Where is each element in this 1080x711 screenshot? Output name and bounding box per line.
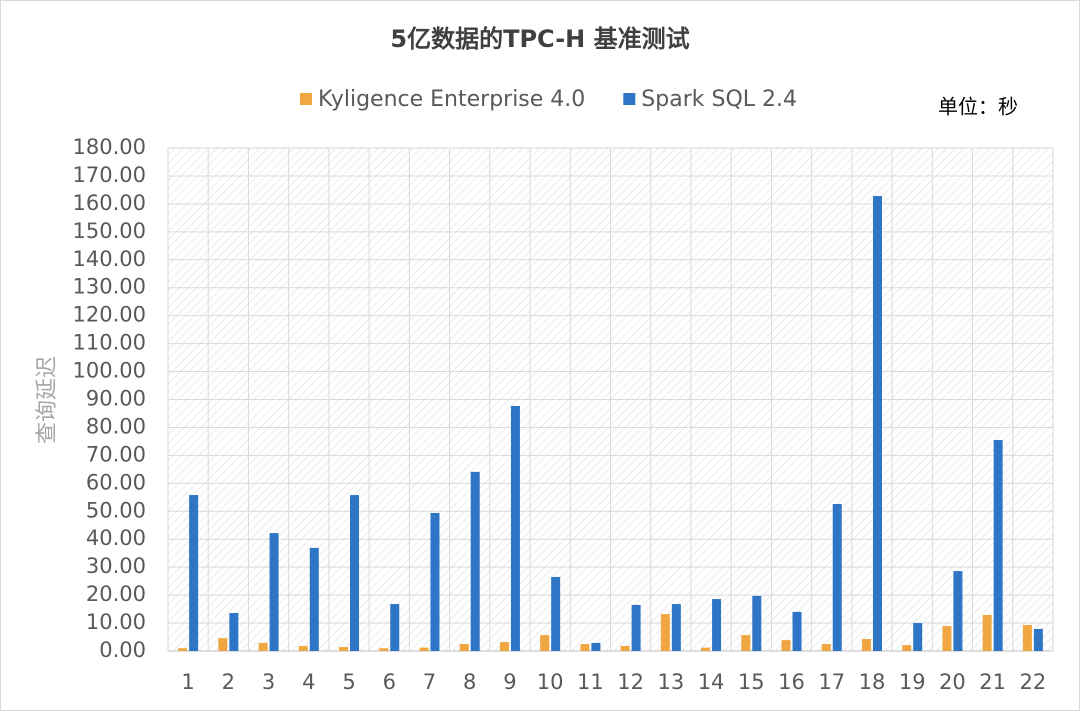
bar bbox=[953, 571, 963, 651]
bar bbox=[1022, 625, 1032, 651]
bar bbox=[419, 647, 429, 651]
legend-label: Spark SQL 2.4 bbox=[641, 87, 797, 112]
bar bbox=[671, 604, 681, 651]
x-tick-label: 5 bbox=[342, 670, 355, 694]
unit-annotation: 单位：秒 bbox=[938, 95, 1018, 119]
bar bbox=[350, 495, 360, 651]
bar bbox=[229, 612, 239, 651]
bar bbox=[832, 504, 842, 651]
bar bbox=[298, 645, 308, 651]
bar bbox=[591, 642, 601, 651]
chart-title: 5亿数据的TPC-H 基准测试 bbox=[390, 25, 689, 53]
bar bbox=[620, 645, 630, 651]
bar bbox=[631, 604, 641, 651]
y-tick-label: 110.00 bbox=[73, 331, 146, 355]
x-tick-label: 7 bbox=[423, 670, 436, 694]
bar bbox=[712, 599, 722, 651]
legend-swatch bbox=[623, 93, 636, 105]
y-tick-label: 120.00 bbox=[73, 303, 146, 327]
x-tick-label: 1 bbox=[181, 670, 194, 694]
x-tick-label: 14 bbox=[698, 670, 725, 694]
bar bbox=[872, 196, 882, 651]
bar bbox=[309, 547, 319, 651]
x-tick-label: 20 bbox=[939, 670, 966, 694]
x-tick-label: 9 bbox=[503, 670, 516, 694]
legend-swatch bbox=[300, 93, 312, 105]
y-tick-label: 30.00 bbox=[86, 554, 146, 578]
x-tick-label: 6 bbox=[383, 670, 396, 694]
bar bbox=[821, 644, 831, 651]
legend-label: Kyligence Enterprise 4.0 bbox=[318, 87, 585, 112]
x-tick-label: 22 bbox=[1020, 670, 1047, 694]
bar bbox=[701, 647, 711, 651]
bar bbox=[218, 638, 228, 651]
bar bbox=[339, 647, 349, 651]
bar bbox=[993, 440, 1003, 651]
y-tick-label: 60.00 bbox=[86, 470, 146, 494]
x-tick-label: 16 bbox=[778, 670, 805, 694]
bar bbox=[459, 644, 469, 651]
x-tick-label: 2 bbox=[222, 670, 235, 694]
x-tick-label: 4 bbox=[302, 670, 315, 694]
bar bbox=[660, 614, 670, 651]
y-tick-label: 150.00 bbox=[73, 219, 146, 243]
bar bbox=[269, 533, 279, 651]
y-tick-label: 180.00 bbox=[73, 135, 146, 159]
bar bbox=[741, 635, 751, 651]
y-tick-label: 160.00 bbox=[73, 191, 146, 215]
bar bbox=[902, 645, 912, 651]
x-tick-label: 17 bbox=[818, 670, 845, 694]
bar bbox=[178, 648, 188, 651]
bar bbox=[1033, 628, 1043, 651]
y-tick-label: 70.00 bbox=[86, 442, 146, 466]
y-tick-label: 0.00 bbox=[99, 638, 146, 662]
x-tick-label: 3 bbox=[262, 670, 275, 694]
y-tick-label: 50.00 bbox=[86, 498, 146, 522]
x-tick-label: 13 bbox=[657, 670, 684, 694]
x-tick-label: 11 bbox=[577, 670, 604, 694]
bar bbox=[781, 640, 791, 651]
x-tick-label: 15 bbox=[738, 670, 765, 694]
x-tick-label: 18 bbox=[859, 670, 886, 694]
bar bbox=[390, 604, 400, 651]
bar bbox=[792, 611, 802, 651]
y-tick-label: 100.00 bbox=[73, 359, 146, 383]
x-tick-label: 8 bbox=[463, 670, 476, 694]
x-tick-label: 12 bbox=[617, 670, 644, 694]
bar bbox=[580, 644, 590, 651]
x-tick-label: 21 bbox=[979, 670, 1006, 694]
y-tick-label: 130.00 bbox=[73, 275, 146, 299]
bar bbox=[189, 495, 199, 651]
bar bbox=[551, 576, 561, 651]
bar bbox=[430, 512, 440, 651]
bar bbox=[913, 623, 923, 651]
x-tick-label: 10 bbox=[537, 670, 564, 694]
bar bbox=[942, 626, 952, 651]
bar bbox=[510, 405, 520, 651]
y-tick-label: 10.00 bbox=[86, 610, 146, 634]
bar bbox=[258, 642, 268, 651]
bar bbox=[470, 471, 480, 651]
bar bbox=[540, 635, 550, 651]
y-tick-label: 90.00 bbox=[86, 387, 146, 411]
y-axis-label: 查询延迟 bbox=[35, 356, 60, 444]
y-tick-label: 20.00 bbox=[86, 582, 146, 606]
bar bbox=[499, 642, 509, 651]
legend: Kyligence Enterprise 4.0 Spark SQL 2.4 bbox=[300, 87, 797, 112]
bar bbox=[379, 648, 389, 651]
y-tick-label: 80.00 bbox=[86, 414, 146, 438]
x-tick-label: 19 bbox=[899, 670, 926, 694]
y-tick-label: 170.00 bbox=[73, 163, 146, 187]
y-tick-label: 40.00 bbox=[86, 526, 146, 550]
bar bbox=[982, 614, 992, 651]
bar bbox=[861, 638, 871, 651]
y-tick-label: 140.00 bbox=[73, 247, 146, 271]
bar bbox=[752, 595, 762, 651]
